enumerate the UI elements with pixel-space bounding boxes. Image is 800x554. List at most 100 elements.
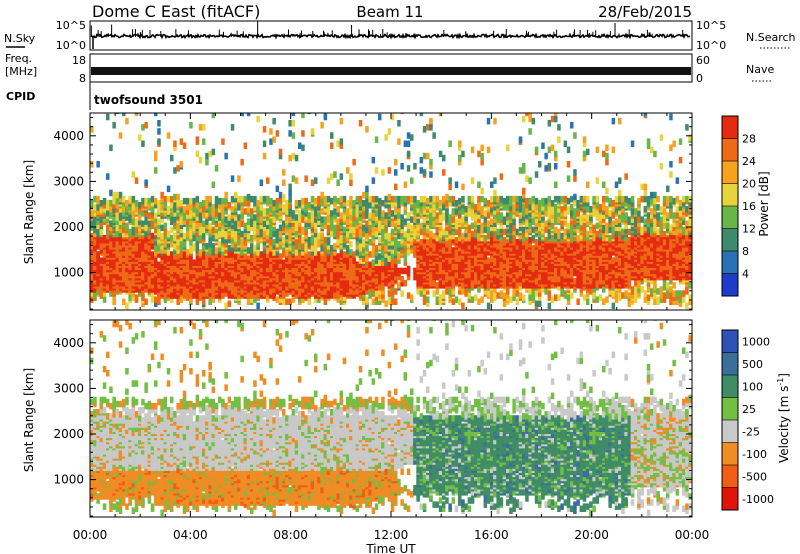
power-cell [221,290,225,297]
power-cell [240,230,244,238]
power-cell [522,115,526,123]
power-cell [419,275,424,283]
power-cell [387,249,392,256]
power-cell [522,251,526,258]
power-cell [394,195,398,203]
power-cell [240,271,244,279]
power-cell [243,200,248,207]
power-cell [493,189,497,197]
power-cell [211,296,216,303]
power-cell [515,288,520,295]
power-cell [413,222,417,230]
power-cell [365,255,369,262]
power-cell [371,298,376,305]
power-cell [544,288,548,295]
power-cell [118,212,123,219]
power-cell [304,232,308,240]
power-cell [224,228,228,236]
power-cell [352,292,356,299]
power-cell [326,236,331,244]
power-cell [205,269,209,277]
power-cell [202,138,206,145]
power-cell [275,228,280,236]
power-cell [240,113,244,117]
power-cell [365,191,369,199]
power-cell [189,232,193,240]
power-cell [106,284,110,291]
power-cell [291,267,296,275]
power-cell [128,280,132,287]
power-cell [208,214,212,221]
power-cell [269,243,273,250]
power-cell [506,286,510,293]
power-cell [112,271,116,279]
power-cell [496,228,500,236]
power-cell [246,247,251,254]
power-cell [208,204,212,211]
power-cell [141,140,145,147]
power-cell [442,212,446,219]
power-cell [538,200,542,207]
power-cell [99,247,104,254]
power-cell [282,236,286,244]
power-cell [358,241,363,248]
power-cell [182,206,187,213]
power-cell [480,195,484,203]
power-cell [525,208,529,215]
power-cell [483,210,488,217]
power-cell [256,249,260,256]
power-cell [522,195,526,203]
power-cell [368,212,372,219]
power-cell [224,216,228,223]
power-cell [301,269,305,277]
power-cell [515,195,520,203]
power-cell [362,200,366,207]
power-cell [237,280,241,287]
power-cell [173,202,177,209]
power-cell [432,236,436,244]
power-cell [189,218,193,225]
power-cell [445,200,449,207]
power-cell [432,195,436,203]
power-cell [502,204,507,211]
power-cell [122,200,126,207]
power-cell [490,181,494,188]
power-cell [413,273,417,281]
power-cell [282,204,286,211]
power-cell [419,206,424,213]
power-cell [141,290,145,297]
power-cell [272,216,276,223]
power-cell [506,144,510,152]
power-cell [307,220,312,227]
power-cell [301,226,305,234]
power-cell [320,284,324,291]
power-cell [118,251,123,258]
power-cell [358,120,363,127]
power-cell [493,269,497,277]
power-cell [221,197,225,205]
power-cell [422,298,427,305]
power-cell [259,230,264,238]
power-cell [358,200,363,207]
power-cell [317,286,321,293]
power-cell [522,187,526,195]
power-cell [122,113,126,117]
power-cell [218,265,222,273]
power-cell [371,269,376,277]
power-cell [326,208,331,215]
power-cell [144,259,148,266]
power-cell [429,214,433,221]
power-cell [378,243,382,250]
power-cell [502,253,507,260]
power-cell [422,126,427,133]
power-cell [323,251,328,258]
power-cell [326,195,331,203]
power-cell [294,228,299,236]
power-cell [118,222,123,230]
power-cell [170,296,174,303]
power-cell [294,243,299,250]
power-cell [442,290,446,297]
power-cell [282,249,286,256]
power-cell [118,230,123,238]
freq-tick-bottom: 8 [79,72,86,85]
